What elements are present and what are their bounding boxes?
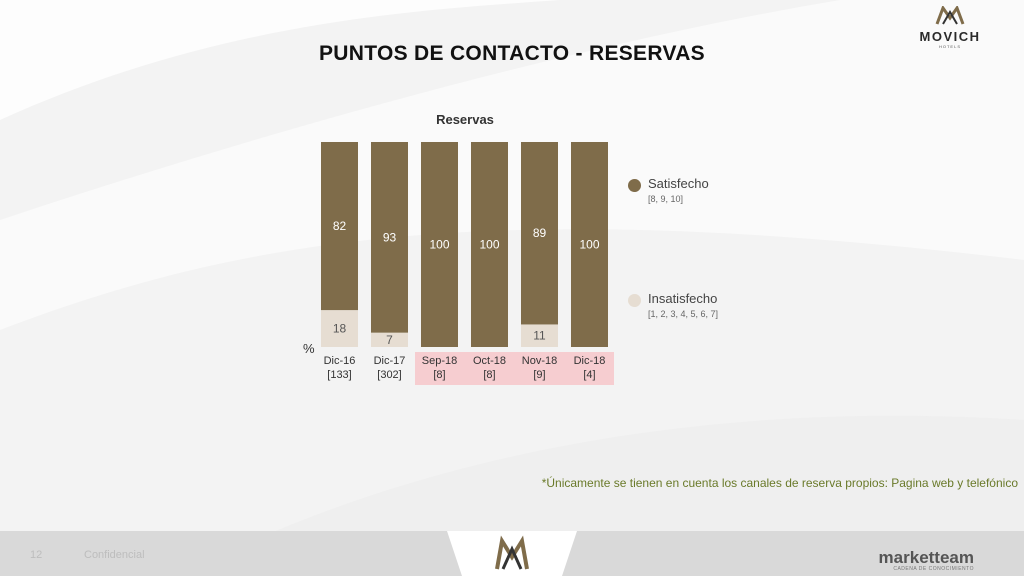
bar-satisfecho-nov-18 — [521, 142, 558, 325]
category-label-oct-18: Oct-18 — [473, 355, 506, 367]
legend-scale-satisfecho: [8, 9, 10] — [648, 194, 684, 204]
logo-text: MOVICH — [919, 29, 981, 44]
footnote: *Únicamente se tienen en cuenta los cana… — [541, 476, 1018, 490]
sample-size-label-oct-18: [8] — [483, 369, 495, 381]
category-label-sep-18: Sep-18 — [422, 355, 457, 367]
movich-logo-icon — [935, 4, 965, 25]
page-title: PUNTOS DE CONTACTO - RESERVAS — [319, 42, 705, 65]
marketteam-brand-sub: CADENA DE CONOCIMIENTO — [893, 566, 974, 572]
legend-label-insatisfecho: Insatisfecho — [648, 291, 718, 306]
data-label-insatisfecho-dic-16: 18 — [333, 322, 347, 336]
category-label-dic-17: Dic-17 — [374, 355, 406, 367]
chart-title: Reservas — [436, 112, 494, 127]
category-label-dic-18: Dic-18 — [574, 355, 606, 367]
sample-size-label-dic-17: [302] — [377, 369, 401, 381]
sample-size-label-nov-18: [9] — [533, 369, 545, 381]
legend-label-satisfecho: Satisfecho — [648, 176, 709, 191]
data-label-satisfecho-nov-18: 89 — [533, 226, 547, 240]
y-axis-label: % — [303, 341, 315, 356]
data-label-satisfecho-dic-16: 82 — [333, 219, 347, 233]
logo-subtext: HOTELS — [938, 44, 961, 49]
marketteam-brand: marketteam — [878, 548, 974, 567]
data-label-satisfecho-dic-17: 93 — [383, 230, 397, 244]
data-label-insatisfecho-dic-17: 7 — [386, 333, 393, 347]
confidential-label: Confidencial — [84, 549, 145, 561]
data-label-satisfecho-dic-18: 100 — [579, 238, 599, 252]
legend-scale-insatisfecho: [1, 2, 3, 4, 5, 6, 7] — [648, 309, 719, 319]
data-label-satisfecho-oct-18: 100 — [479, 238, 499, 252]
data-label-satisfecho-sep-18: 100 — [429, 238, 449, 252]
legend-swatch-insatisfecho — [628, 294, 641, 307]
category-label-nov-18: Nov-18 — [522, 355, 557, 367]
bar-satisfecho-sep-18 — [421, 142, 458, 347]
bar-insatisfecho-nov-18 — [521, 324, 558, 347]
bar-insatisfecho-dic-17 — [371, 332, 408, 347]
highlight-band — [415, 352, 614, 385]
sample-size-label-dic-18: [4] — [583, 369, 595, 381]
bar-satisfecho-dic-17 — [371, 142, 408, 333]
bar-satisfecho-oct-18 — [471, 142, 508, 347]
data-label-insatisfecho-nov-18: 11 — [533, 329, 546, 343]
bar-satisfecho-dic-18 — [571, 142, 608, 347]
sample-size-label-dic-16: [133] — [327, 369, 351, 381]
sample-size-label-sep-18: [8] — [433, 369, 445, 381]
legend-swatch-satisfecho — [628, 179, 641, 192]
movich-logo: MOVICH HOTELS — [910, 4, 990, 49]
bar-insatisfecho-dic-16 — [321, 310, 358, 347]
category-label-dic-16: Dic-16 — [324, 355, 356, 367]
footer-logo — [447, 531, 577, 576]
page-number: 12 — [30, 549, 43, 561]
bar-satisfecho-dic-16 — [321, 142, 358, 311]
